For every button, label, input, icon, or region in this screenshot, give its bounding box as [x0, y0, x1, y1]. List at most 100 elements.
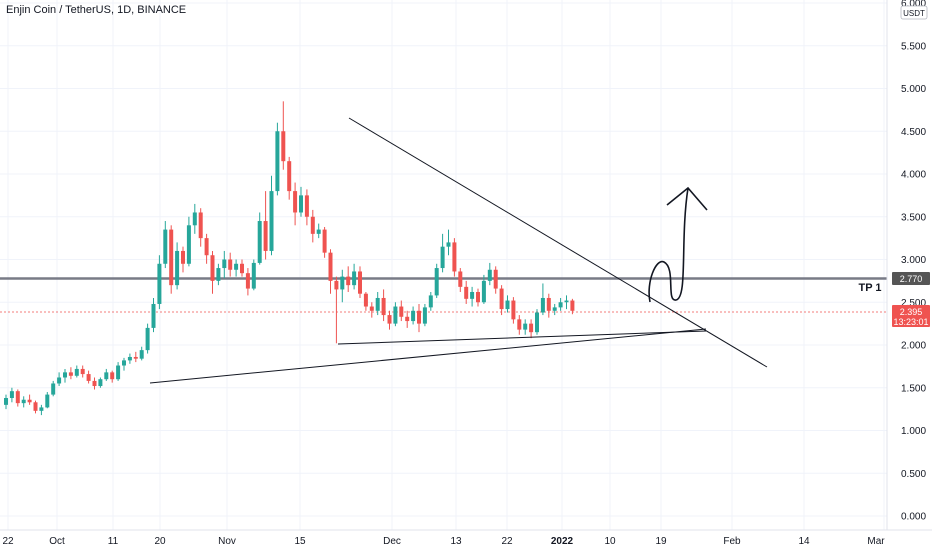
- candle[interactable]: [446, 229, 451, 256]
- candle[interactable]: [310, 209, 315, 243]
- candle[interactable]: [122, 357, 126, 371]
- projection-arrow-path[interactable]: [648, 187, 689, 303]
- candle[interactable]: [505, 295, 510, 313]
- candle[interactable]: [68, 367, 73, 380]
- candle[interactable]: [39, 404, 44, 416]
- candle[interactable]: [63, 368, 67, 383]
- candle[interactable]: [175, 242, 180, 290]
- candle[interactable]: [269, 175, 274, 256]
- candle[interactable]: [86, 370, 91, 384]
- candle[interactable]: [74, 365, 79, 378]
- candle[interactable]: [216, 263, 221, 286]
- candle[interactable]: [470, 286, 475, 307]
- candle[interactable]: [363, 291, 368, 311]
- candle[interactable]: [9, 387, 14, 403]
- candle[interactable]: [381, 289, 386, 322]
- candle[interactable]: [228, 252, 233, 277]
- candle[interactable]: [369, 302, 374, 318]
- candle[interactable]: [245, 268, 250, 296]
- candle[interactable]: [564, 295, 569, 310]
- candle[interactable]: [299, 186, 303, 217]
- candle[interactable]: [57, 372, 62, 387]
- candle[interactable]: [145, 323, 150, 354]
- candle[interactable]: [181, 246, 185, 273]
- projection-arrow-head[interactable]: [666, 186, 708, 211]
- candle[interactable]: [352, 263, 357, 290]
- candle[interactable]: [192, 203, 197, 234]
- descending-trendline[interactable]: [348, 117, 768, 368]
- candle[interactable]: [293, 182, 298, 226]
- candle[interactable]: [358, 266, 362, 298]
- candle[interactable]: [529, 319, 534, 339]
- candle[interactable]: [210, 250, 215, 294]
- candle[interactable]: [417, 303, 421, 333]
- candle[interactable]: [422, 303, 427, 327]
- candle[interactable]: [275, 122, 280, 196]
- candle[interactable]: [434, 263, 439, 298]
- candle[interactable]: [51, 380, 56, 397]
- candle[interactable]: [481, 274, 486, 304]
- candle[interactable]: [428, 291, 433, 311]
- candle[interactable]: [222, 250, 227, 279]
- candle[interactable]: [240, 259, 244, 277]
- candle[interactable]: [476, 288, 480, 307]
- candle[interactable]: [151, 297, 156, 333]
- candle[interactable]: [540, 283, 545, 316]
- candle[interactable]: [104, 368, 109, 381]
- candle[interactable]: [45, 392, 50, 409]
- candle[interactable]: [334, 276, 339, 344]
- candle[interactable]: [281, 101, 286, 170]
- candle[interactable]: [27, 394, 32, 405]
- candle[interactable]: [464, 280, 469, 304]
- support-line[interactable]: [337, 330, 707, 345]
- candle[interactable]: [139, 346, 144, 361]
- candle[interactable]: [234, 259, 239, 277]
- candle[interactable]: [499, 285, 504, 316]
- candle[interactable]: [375, 291, 380, 316]
- candle[interactable]: [80, 365, 85, 378]
- candle[interactable]: [116, 362, 121, 381]
- candle[interactable]: [204, 233, 209, 264]
- candle[interactable]: [33, 400, 38, 414]
- ascending-trendline[interactable]: [149, 328, 707, 384]
- candle[interactable]: [511, 297, 516, 324]
- candle[interactable]: [163, 221, 168, 269]
- candle[interactable]: [198, 208, 203, 247]
- candle[interactable]: [92, 377, 97, 390]
- candle[interactable]: [546, 293, 551, 318]
- candle[interactable]: [411, 306, 416, 325]
- candle[interactable]: [517, 315, 522, 335]
- candle[interactable]: [263, 191, 268, 260]
- candle[interactable]: [346, 266, 351, 292]
- candle[interactable]: [458, 268, 463, 292]
- candle[interactable]: [110, 370, 115, 383]
- candle[interactable]: [440, 233, 445, 273]
- candle[interactable]: [558, 297, 563, 311]
- candle[interactable]: [21, 396, 26, 408]
- candle[interactable]: [387, 310, 392, 330]
- candle[interactable]: [251, 259, 256, 291]
- candle[interactable]: [127, 353, 132, 364]
- candle[interactable]: [399, 300, 404, 322]
- candle[interactable]: [552, 303, 557, 316]
- candle[interactable]: [328, 249, 333, 294]
- candle[interactable]: [257, 212, 262, 265]
- candle[interactable]: [535, 309, 539, 335]
- candle[interactable]: [133, 351, 138, 363]
- candle[interactable]: [186, 216, 191, 267]
- currency-badge[interactable]: [900, 5, 928, 20]
- candle[interactable]: [4, 394, 8, 410]
- candle[interactable]: [452, 238, 457, 277]
- candle[interactable]: [287, 156, 292, 200]
- candle[interactable]: [487, 262, 492, 286]
- candle[interactable]: [322, 227, 327, 258]
- candle[interactable]: [493, 266, 498, 294]
- candle[interactable]: [405, 310, 410, 328]
- candle[interactable]: [340, 269, 345, 303]
- candle[interactable]: [98, 377, 103, 388]
- candle[interactable]: [570, 298, 575, 315]
- candle[interactable]: [523, 319, 528, 335]
- candle[interactable]: [15, 389, 20, 407]
- candle[interactable]: [157, 255, 162, 310]
- candle[interactable]: [393, 302, 398, 327]
